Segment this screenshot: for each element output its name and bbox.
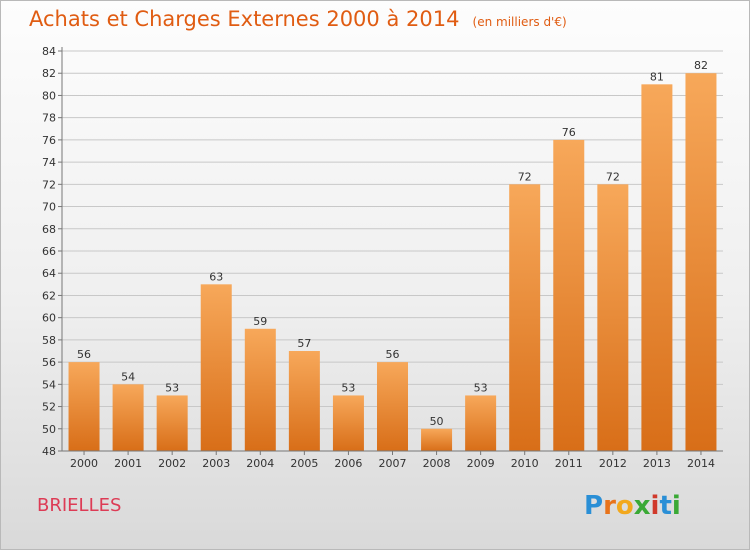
bar-2010 <box>509 184 541 452</box>
bar-2002 <box>156 395 188 451</box>
brand-logo: Proxiti <box>584 491 681 521</box>
data-label: 72 <box>606 170 620 183</box>
bar-2003 <box>200 284 232 451</box>
bar-2000 <box>68 362 100 451</box>
y-tick-label: 48 <box>42 445 56 458</box>
data-label: 57 <box>297 337 311 350</box>
data-label: 54 <box>121 370 135 383</box>
bar-2013 <box>641 84 673 451</box>
bar-2005 <box>288 351 320 451</box>
data-label: 76 <box>562 126 576 139</box>
y-tick-label: 54 <box>42 378 56 391</box>
y-tick-label: 60 <box>42 312 56 325</box>
data-label: 82 <box>694 59 708 72</box>
data-label: 63 <box>209 270 223 283</box>
y-tick-label: 58 <box>42 334 56 347</box>
bar-2006 <box>332 395 364 451</box>
x-tick-label: 2014 <box>687 457 715 470</box>
y-tick-label: 70 <box>42 201 56 214</box>
brand-letter: t <box>659 491 672 521</box>
x-tick-label: 2001 <box>114 457 142 470</box>
x-tick-label: 2006 <box>334 457 362 470</box>
data-label: 53 <box>474 381 488 394</box>
data-label: 81 <box>650 70 664 83</box>
x-tick-label: 2007 <box>379 457 407 470</box>
x-tick-label: 2013 <box>643 457 671 470</box>
y-tick-label: 76 <box>42 134 56 147</box>
y-tick-label: 56 <box>42 356 56 369</box>
x-tick-label: 2002 <box>158 457 186 470</box>
data-label: 56 <box>77 348 91 361</box>
data-label: 53 <box>165 381 179 394</box>
x-tick-label: 2012 <box>599 457 627 470</box>
brand-letter: x <box>633 491 651 521</box>
bar-2001 <box>112 384 144 451</box>
x-tick-label: 2011 <box>555 457 583 470</box>
bar-2004 <box>244 328 276 451</box>
bar-2011 <box>553 139 585 451</box>
bar-2014 <box>685 73 717 451</box>
y-tick-label: 68 <box>42 223 56 236</box>
data-label: 72 <box>518 170 532 183</box>
brand-letter: i <box>650 491 660 521</box>
bar-layer: 56 54 53 63 59 57 53 56 50 53 72 76 72 81 82 <box>68 59 717 452</box>
bar-2009 <box>465 395 497 451</box>
x-tick-label: 2000 <box>70 457 98 470</box>
y-tick-label: 72 <box>42 178 56 191</box>
chart-unit: (en milliers d'€) <box>472 15 567 29</box>
bar-2007 <box>377 362 408 451</box>
x-tick-label: 2004 <box>246 457 274 470</box>
data-label: 56 <box>386 348 400 361</box>
brand-letter: o <box>615 491 634 521</box>
y-tick-label: 84 <box>42 45 56 58</box>
x-tick-label: 2010 <box>511 457 539 470</box>
location-label: BRIELLES <box>37 495 122 516</box>
y-tick-label: 50 <box>42 423 56 436</box>
data-label: 53 <box>341 381 355 394</box>
x-tick-label: 2009 <box>467 457 495 470</box>
bar-2008 <box>421 428 453 451</box>
chart-title: Achats et Charges Externes 2000 à 2014 <box>29 7 460 31</box>
y-tick-label: 52 <box>42 401 56 414</box>
y-tick-label: 82 <box>42 67 56 80</box>
y-tick-label: 74 <box>42 156 56 169</box>
x-tick-label: 2005 <box>290 457 318 470</box>
x-tick-label: 2008 <box>423 457 451 470</box>
y-tick-label: 78 <box>42 112 56 125</box>
y-tick-label: 62 <box>42 289 56 302</box>
data-label: 50 <box>430 415 444 428</box>
axis-layer: 48 50 52 54 56 58 60 62 64 66 68 70 72 74 76 78 80 82 84 20… <box>42 45 723 470</box>
y-tick-label: 66 <box>42 245 56 258</box>
brand-letter: i <box>671 491 681 521</box>
data-label: 59 <box>253 315 267 328</box>
y-tick-label: 64 <box>42 267 56 280</box>
bar-2012 <box>597 184 629 452</box>
y-tick-label: 80 <box>42 89 56 102</box>
brand-letter: r <box>603 491 616 521</box>
brand-letter: P <box>584 491 604 521</box>
title-row: Achats et Charges Externes 2000 à 2014 (… <box>29 7 567 31</box>
x-tick-label: 2003 <box>202 457 230 470</box>
